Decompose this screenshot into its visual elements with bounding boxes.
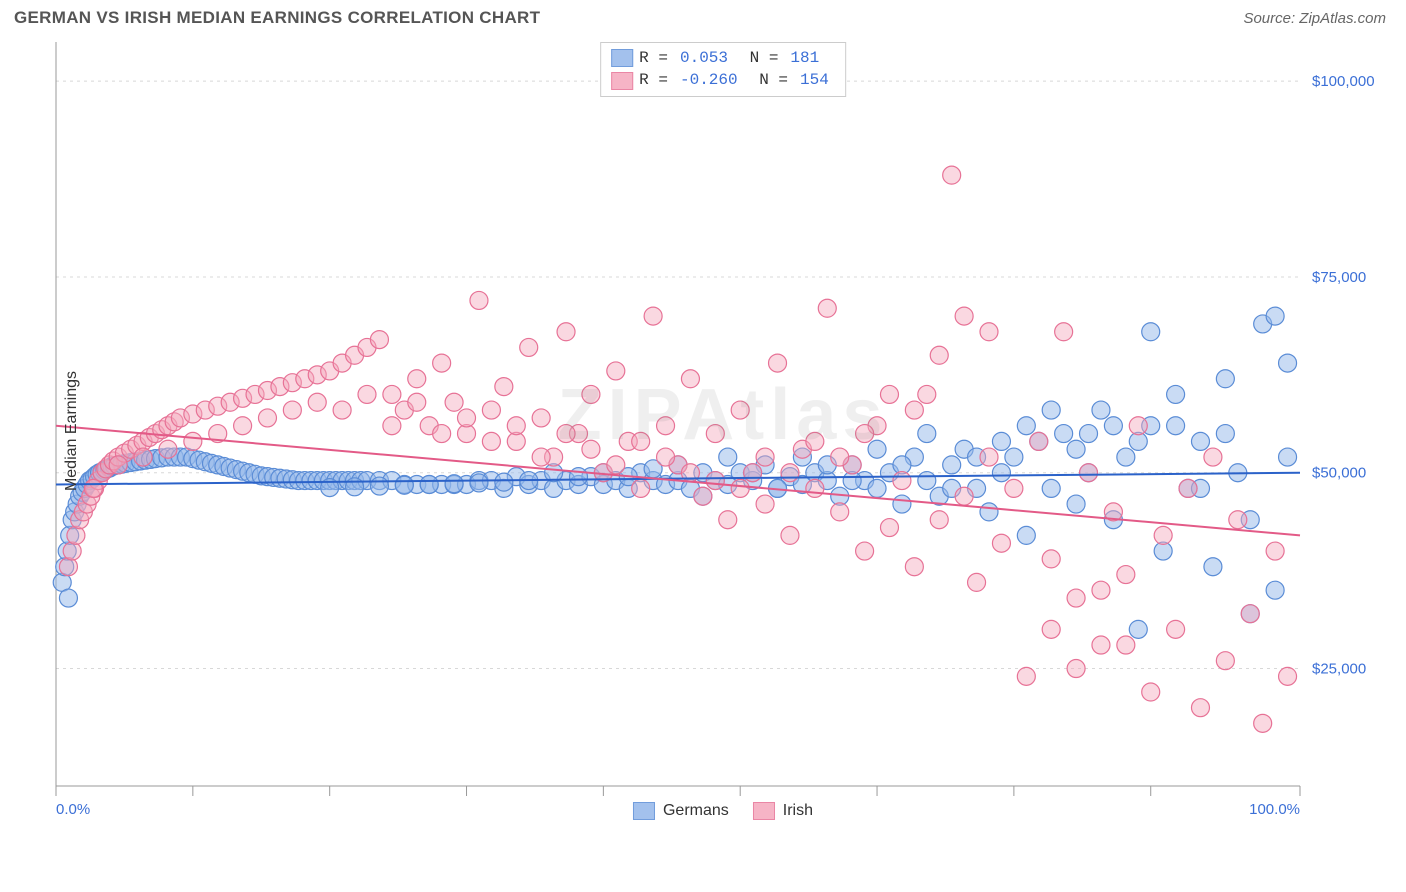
- x-max-label: 100.0%: [1249, 801, 1300, 818]
- y-tick-label: $75,000: [1312, 269, 1366, 286]
- legend-label: Irish: [783, 802, 813, 820]
- chart-container: Median Earnings $25,000 $50,000 $75,000 $10…: [50, 36, 1396, 826]
- n-label: N =: [740, 47, 778, 69]
- y-tick-label: $50,000: [1312, 465, 1366, 482]
- y-tick-label: $25,000: [1312, 661, 1366, 678]
- legend-item-germans: Germans: [633, 802, 729, 820]
- legend-item-irish: Irish: [753, 802, 813, 820]
- swatch-icon: [611, 72, 633, 90]
- stats-row-irish: R = -0.260 N = 154: [611, 69, 835, 91]
- n-label: N =: [750, 69, 788, 91]
- swatch-icon: [753, 802, 775, 820]
- swatch-icon: [633, 802, 655, 820]
- legend-label: Germans: [663, 802, 729, 820]
- stats-row-germans: R = 0.053 N = 181: [611, 47, 835, 69]
- scatter-chart: $25,000 $50,000 $75,000 $100,000 0.0% 100.0%: [50, 36, 1390, 826]
- r-value: -0.260: [674, 69, 744, 91]
- n-value: 154: [794, 69, 835, 91]
- series-legend: Germans Irish: [633, 802, 813, 820]
- y-axis-label: Median Earnings: [63, 371, 81, 491]
- y-tick-label: $100,000: [1312, 73, 1375, 90]
- chart-title: GERMAN VS IRISH MEDIAN EARNINGS CORRELAT…: [14, 8, 540, 28]
- r-label: R =: [639, 69, 668, 91]
- r-label: R =: [639, 47, 668, 69]
- r-value: 0.053: [674, 47, 734, 69]
- stats-legend: R =0.053 N =181R =-0.260 N =154: [600, 42, 846, 97]
- source-label: Source: ZipAtlas.com: [1243, 10, 1386, 27]
- x-min-label: 0.0%: [56, 801, 90, 818]
- n-value: 181: [784, 47, 825, 69]
- swatch-icon: [611, 49, 633, 67]
